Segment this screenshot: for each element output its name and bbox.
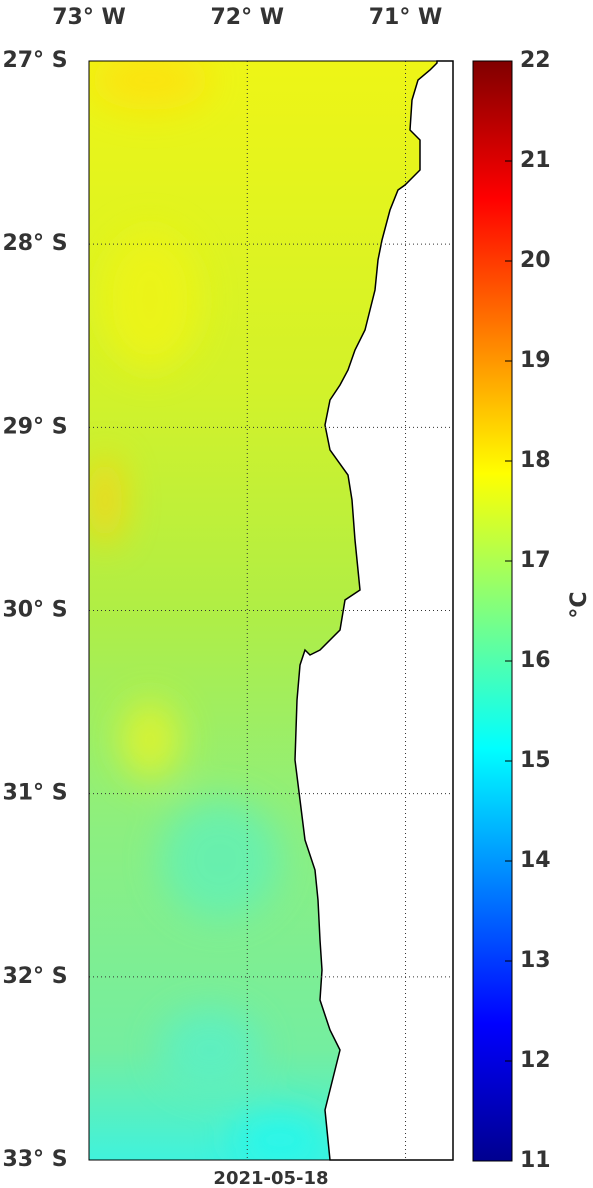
date-label: 2021-05-18: [213, 1168, 328, 1188]
lat-tick-label: 27° S: [2, 48, 67, 73]
lat-tick-label: 33° S: [2, 1147, 67, 1172]
lat-tick-label: 28° S: [2, 231, 67, 256]
lon-tick-label: 72° W: [210, 5, 284, 30]
lat-tick-label: 31° S: [2, 781, 67, 806]
colorbar-tick-label: 14: [520, 848, 551, 873]
colorbar-tick-label: 21: [520, 148, 551, 173]
colorbar-tick-label: 20: [520, 248, 551, 273]
colorbar-tick-label: 19: [520, 348, 551, 373]
colorbar-tick-label: 16: [520, 648, 551, 673]
colorbar-tick-label: 12: [520, 1048, 551, 1073]
colorbar-tick-label: 11: [520, 1148, 551, 1173]
colorbar-tick-label: 22: [520, 48, 551, 73]
colorbar-tick-label: 13: [520, 948, 551, 973]
lat-tick-label: 30° S: [2, 598, 67, 623]
lon-tick-label: 73° W: [52, 5, 126, 30]
colorbar-tick-label: 17: [520, 548, 551, 573]
colorbar: [472, 60, 513, 1162]
lat-tick-label: 29° S: [2, 414, 67, 439]
colorbar-tick-label: 18: [520, 448, 551, 473]
colorbar-label: °C: [567, 591, 592, 618]
colorbar-tick-label: 15: [520, 748, 551, 773]
lon-tick-label: 71° W: [369, 5, 443, 30]
lat-tick-label: 32° S: [2, 964, 67, 989]
map-frame: [88, 60, 454, 1161]
